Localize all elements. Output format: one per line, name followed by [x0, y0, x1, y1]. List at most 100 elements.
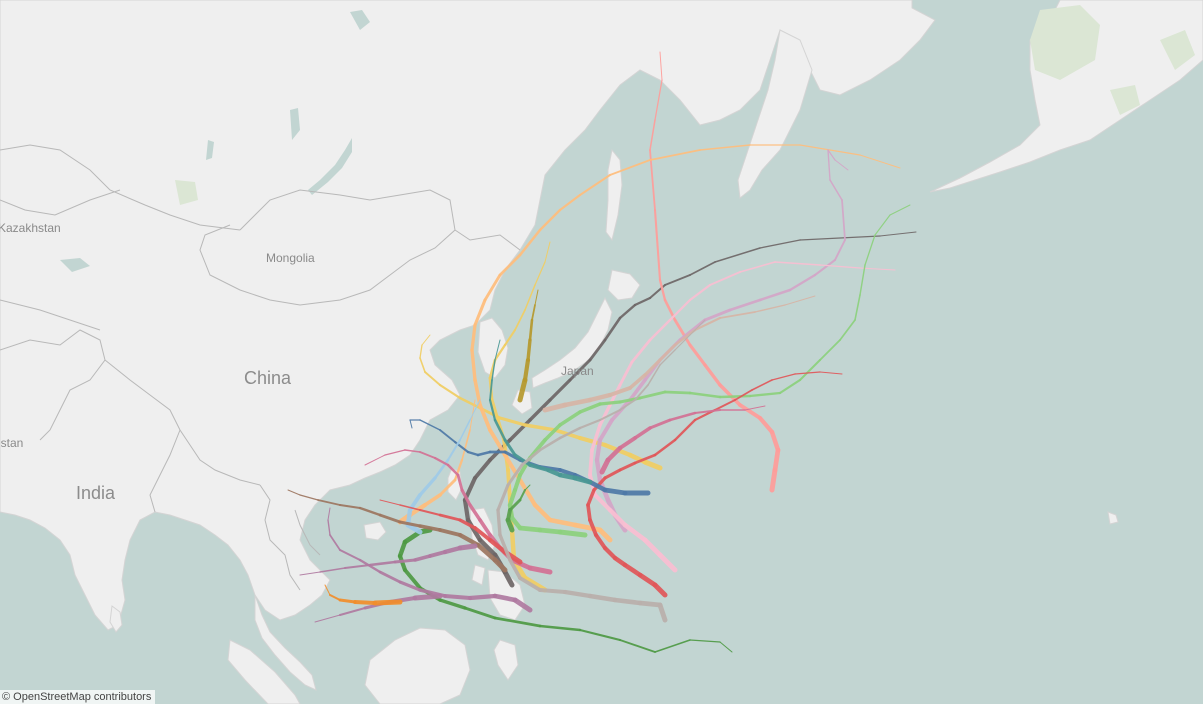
track-segment	[508, 418, 532, 442]
typhoon-track[interactable]	[496, 319, 706, 623]
track-segment	[522, 357, 531, 383]
hainan	[363, 521, 387, 541]
typhoon-track[interactable]	[649, 51, 781, 493]
track-segment	[619, 639, 656, 653]
track-segment	[462, 497, 471, 523]
track-segment	[829, 179, 843, 201]
track-segment	[470, 348, 477, 382]
track-segment	[528, 318, 534, 342]
track-segment	[338, 503, 362, 510]
track-segment	[490, 398, 500, 422]
typhoon-track[interactable]	[299, 543, 478, 576]
typhoon-track[interactable]	[588, 261, 896, 573]
track-segment	[498, 253, 522, 277]
track-segment	[859, 154, 901, 169]
track-segment	[648, 318, 672, 342]
track-segment	[605, 445, 623, 463]
track-segment	[603, 316, 622, 342]
track-segment	[558, 468, 577, 477]
track-segment	[751, 379, 773, 391]
track-segment	[562, 589, 593, 599]
track-segment	[512, 597, 533, 613]
track-segment	[528, 398, 552, 422]
track-segment	[418, 508, 442, 517]
typhoon-track[interactable]	[324, 584, 403, 606]
track-segment	[470, 323, 477, 352]
track-segment	[457, 543, 478, 551]
track-segment	[739, 261, 776, 273]
track-segment	[719, 641, 733, 653]
track-segment	[493, 418, 507, 442]
track-segment	[364, 454, 386, 466]
track-segment	[419, 451, 436, 459]
track-segment	[587, 479, 608, 493]
track-segment	[633, 296, 652, 307]
track-segment	[874, 214, 891, 236]
typhoon-track[interactable]	[462, 231, 917, 588]
track-segment	[618, 360, 634, 387]
track-segment	[492, 557, 508, 573]
typhoon-track[interactable]	[599, 405, 766, 475]
track-segment	[419, 344, 423, 359]
track-segment	[358, 558, 382, 574]
track-segment	[458, 518, 477, 530]
track-segment	[508, 558, 522, 580]
track-segment	[598, 400, 622, 406]
track-segment	[473, 298, 487, 327]
track-segment	[578, 418, 602, 430]
track-segment	[598, 403, 612, 427]
typhoon-track[interactable]	[287, 489, 508, 573]
track-segment	[287, 489, 301, 496]
typhoon-track[interactable]	[586, 371, 843, 598]
track-segment	[689, 261, 716, 276]
track-segment	[538, 624, 582, 632]
track-segment	[493, 343, 507, 362]
track-segment	[353, 600, 377, 605]
track-segment	[658, 278, 667, 302]
track-segment	[607, 507, 628, 528]
track-segment	[488, 398, 497, 422]
track-segment	[518, 228, 542, 257]
track-segment	[788, 273, 817, 292]
track-segment	[628, 378, 647, 402]
track-segment	[594, 457, 603, 483]
typhoon-track[interactable]	[379, 499, 523, 565]
typhoon-track[interactable]	[419, 334, 663, 471]
track-segment	[469, 399, 481, 421]
track-segment	[534, 261, 546, 286]
track-segment	[433, 456, 450, 467]
track-segment	[465, 517, 483, 543]
typhoon-track[interactable]	[517, 289, 539, 403]
label-japan: Japan	[561, 364, 594, 378]
track-segment	[538, 436, 562, 452]
track-segment	[769, 467, 778, 493]
typhoon-track[interactable]	[507, 204, 911, 538]
track-segment	[744, 405, 766, 411]
track-segment	[664, 274, 691, 286]
track-segment	[637, 600, 663, 608]
typhoon-track[interactable]	[505, 484, 531, 533]
track-segment	[673, 418, 697, 442]
track-segment	[419, 357, 426, 373]
track-segment	[478, 518, 492, 537]
typhoon-track[interactable]	[542, 295, 816, 413]
track-segment	[598, 408, 622, 422]
track-segment	[637, 572, 658, 588]
lake-baikal	[308, 138, 352, 195]
typhoon-track[interactable]	[594, 149, 849, 533]
typhoon-track[interactable]	[488, 339, 593, 485]
track-segment	[688, 343, 707, 367]
track-segment	[689, 639, 721, 643]
typhoon-track[interactable]	[470, 144, 901, 543]
track-segment	[703, 363, 722, 387]
track-segment	[419, 419, 441, 431]
track-segment	[527, 565, 553, 575]
track-segment	[718, 383, 742, 407]
track-segment	[524, 484, 531, 491]
typhoon-track[interactable]	[314, 593, 443, 623]
map-attribution[interactable]: © OpenStreetMap contributors	[0, 690, 156, 704]
track-segment	[694, 409, 721, 414]
track-segment	[834, 159, 849, 171]
